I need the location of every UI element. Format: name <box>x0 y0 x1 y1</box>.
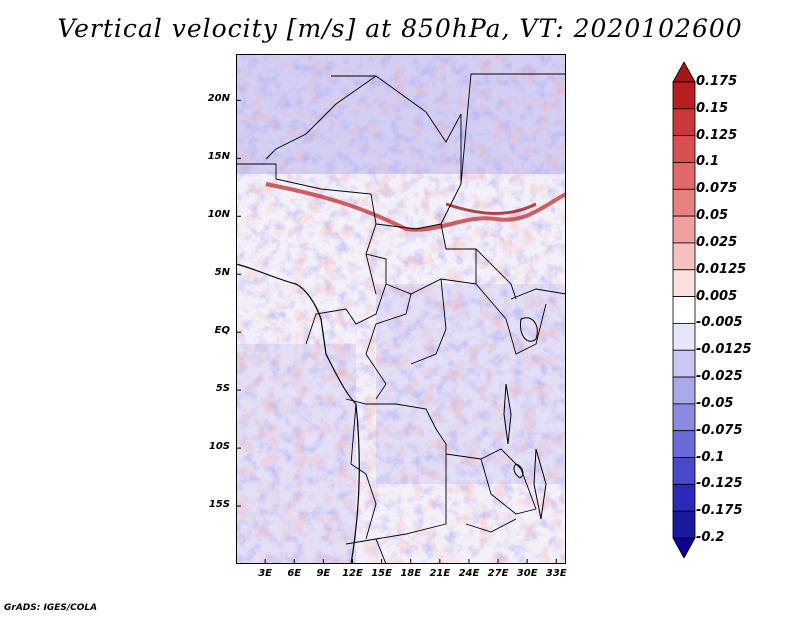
colorbar-segment <box>672 510 696 539</box>
colorbar-level-label: 0.125 <box>696 127 738 143</box>
colorbar-level-label: 0.1 <box>696 154 720 170</box>
colorbar-level-label: -0.075 <box>696 422 743 438</box>
field-noise-red <box>236 54 566 564</box>
lon-tick-label: 12E <box>342 568 363 579</box>
colorbar-segment <box>672 296 696 324</box>
colorbar-level-label: -0.125 <box>696 476 743 492</box>
chart-title: Vertical velocity [m/s] at 850hPa, VT: 2… <box>57 14 743 43</box>
colorbar-level-label: -0.0125 <box>696 342 752 358</box>
coastline <box>236 263 360 564</box>
colorbar-level-label: 0.025 <box>696 234 738 250</box>
lon-tick-label: 9E <box>316 568 331 579</box>
lat-tick-label: 15S <box>208 499 230 511</box>
lon-tick-label: 24E <box>458 568 480 579</box>
colorbar-level-label: 0.15 <box>696 100 729 116</box>
convergence-band <box>265 182 566 232</box>
grads-credit: GrADS: IGES/COLA <box>4 603 98 613</box>
lat-tick-label: 5N <box>214 267 230 279</box>
lat-tick-label: 20N <box>207 93 230 105</box>
colorbar-segment <box>672 188 696 217</box>
colorbar-segment <box>672 349 696 378</box>
colorbar <box>672 62 696 558</box>
colorbar-level-label: -0.1 <box>696 449 725 465</box>
colorbar-level-label: 0.075 <box>696 181 738 197</box>
lon-tick-label: 30E <box>516 568 538 579</box>
convergence-band <box>445 202 537 215</box>
colorbar-segment <box>672 483 696 512</box>
longitude-ticks <box>264 559 557 564</box>
colorbar-segment <box>672 108 696 137</box>
lon-tick-label: 33E <box>545 568 567 579</box>
lon-tick-label: 18E <box>400 568 422 579</box>
colorbar-level-label: -0.05 <box>696 395 734 411</box>
colorbar-level-label: -0.175 <box>696 503 743 519</box>
map-frame <box>236 54 566 564</box>
vertical-velocity-map <box>236 54 566 564</box>
lat-tick-label: 15N <box>207 151 230 163</box>
colorbar-top-triangle <box>672 62 696 83</box>
colorbar-segment <box>672 457 696 485</box>
colorbar-level-label: 0.05 <box>696 208 729 224</box>
lon-tick-label: 3E <box>258 568 272 579</box>
colorbar-segment <box>672 376 696 405</box>
colorbar-level-label: -0.005 <box>696 315 743 331</box>
colorbar-segment <box>672 135 696 163</box>
colorbar-segment <box>672 215 696 244</box>
lon-tick-label: 27E <box>487 568 509 579</box>
colorbar-segment <box>672 242 696 271</box>
lat-tick-label: 10S <box>208 441 230 453</box>
colorbar-level-label: 0.0125 <box>696 261 747 277</box>
latitude-ticks <box>236 99 241 507</box>
colorbar-segment <box>672 269 696 297</box>
lat-tick-label: EQ <box>214 325 230 337</box>
colorbar-level-label: -0.025 <box>696 369 743 385</box>
colorbar-bottom-triangle <box>672 537 696 558</box>
lon-tick-label: 15E <box>371 568 392 579</box>
colorbar-level-label: 0.005 <box>696 288 738 304</box>
colorbar-segment <box>672 430 696 458</box>
lat-tick-label: 5S <box>215 383 230 395</box>
country-borders <box>236 73 566 564</box>
lon-tick-label: 6E <box>287 568 302 579</box>
colorbar-segment <box>672 323 696 351</box>
colorbar-level-label: -0.2 <box>696 530 725 545</box>
colorbar-segment <box>672 403 696 432</box>
colorbar-segment <box>672 81 696 110</box>
lon-tick-label: 21E <box>429 568 451 579</box>
lakes <box>503 317 547 520</box>
colorbar-level-label: 0.175 <box>696 74 738 89</box>
lat-tick-label: 10N <box>207 209 230 221</box>
colorbar-segment <box>672 162 696 190</box>
